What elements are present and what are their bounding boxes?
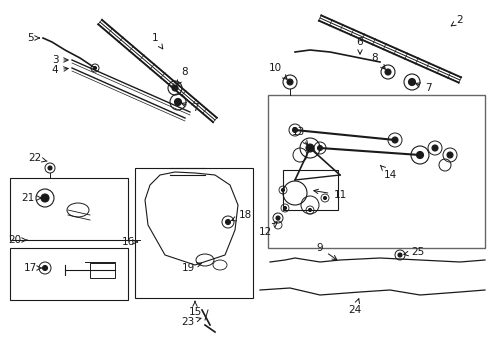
Text: 5: 5 bbox=[27, 33, 39, 43]
Text: 8: 8 bbox=[177, 67, 188, 85]
Text: 11: 11 bbox=[313, 189, 346, 200]
Circle shape bbox=[407, 78, 415, 86]
Text: 7: 7 bbox=[181, 103, 198, 113]
Circle shape bbox=[93, 67, 96, 69]
Text: 25: 25 bbox=[403, 247, 424, 257]
Text: 9: 9 bbox=[316, 243, 336, 260]
Text: 15: 15 bbox=[188, 301, 201, 317]
Text: 13: 13 bbox=[291, 127, 307, 145]
Text: 6: 6 bbox=[356, 37, 363, 54]
Text: 8: 8 bbox=[371, 53, 385, 69]
Text: 24: 24 bbox=[347, 299, 361, 315]
Text: 2: 2 bbox=[450, 15, 462, 26]
Circle shape bbox=[292, 127, 297, 132]
Text: 22: 22 bbox=[28, 153, 47, 163]
Text: 10: 10 bbox=[268, 63, 286, 79]
Circle shape bbox=[174, 99, 181, 105]
Bar bbox=[10, 178, 128, 240]
Circle shape bbox=[308, 208, 311, 212]
Circle shape bbox=[275, 216, 280, 220]
Circle shape bbox=[281, 189, 284, 192]
Text: 19: 19 bbox=[181, 263, 201, 273]
Circle shape bbox=[172, 85, 178, 91]
Text: 4: 4 bbox=[52, 65, 68, 75]
Circle shape bbox=[323, 197, 326, 199]
Bar bbox=[10, 248, 128, 300]
Text: 18: 18 bbox=[231, 210, 251, 221]
Circle shape bbox=[283, 207, 286, 210]
Text: 14: 14 bbox=[380, 165, 396, 180]
Circle shape bbox=[416, 152, 423, 158]
Bar bbox=[267, 95, 484, 248]
Circle shape bbox=[286, 79, 292, 85]
Circle shape bbox=[225, 220, 230, 225]
Text: 7: 7 bbox=[415, 83, 430, 93]
Text: 3: 3 bbox=[52, 55, 68, 65]
Circle shape bbox=[397, 253, 401, 257]
Text: 1: 1 bbox=[151, 33, 163, 49]
Circle shape bbox=[431, 145, 437, 151]
Text: 21: 21 bbox=[21, 193, 41, 203]
Bar bbox=[283, 170, 337, 210]
Text: 17: 17 bbox=[23, 263, 42, 273]
Circle shape bbox=[391, 137, 397, 143]
Circle shape bbox=[48, 166, 52, 170]
Text: 23: 23 bbox=[181, 317, 201, 327]
Text: 12: 12 bbox=[258, 222, 277, 237]
Circle shape bbox=[41, 194, 49, 202]
Circle shape bbox=[42, 266, 47, 270]
Bar bbox=[135, 168, 252, 298]
Text: 16: 16 bbox=[121, 237, 137, 247]
Circle shape bbox=[446, 152, 452, 158]
Circle shape bbox=[384, 69, 390, 75]
Circle shape bbox=[317, 145, 322, 150]
Bar bbox=[90, 263, 115, 278]
Text: 20: 20 bbox=[8, 235, 27, 245]
Circle shape bbox=[305, 144, 313, 152]
